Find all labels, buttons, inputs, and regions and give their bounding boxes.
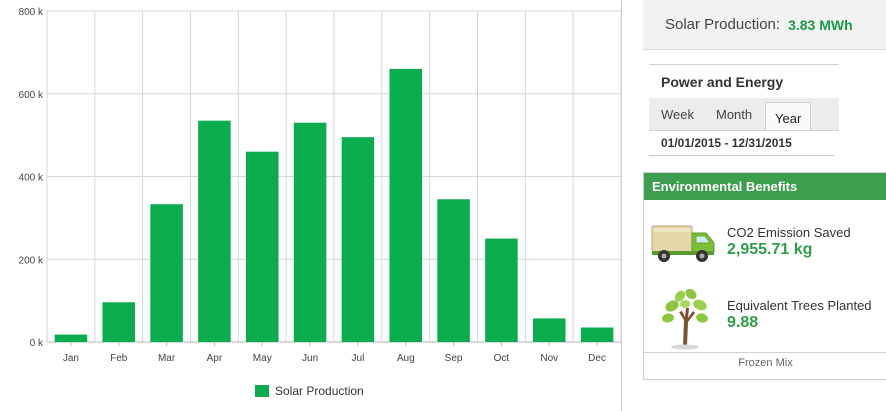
bar-may	[245, 151, 279, 342]
trees-value: 9.88	[727, 314, 759, 331]
x-tick-label: Apr	[207, 353, 223, 364]
chart-legend[interactable]: Solar Production	[255, 384, 364, 398]
x-tick-label: Nov	[540, 353, 558, 364]
chart-bars	[54, 68, 614, 343]
co2-row: CO2 Emission Saved 2,955.71 kg	[644, 203, 886, 277]
chart-panel: 0 k 200 k 400 k 600 k 800 k Jan Feb Mar Apr May J…	[18, 0, 622, 411]
trees-row: Equivalent Trees Planted 9.88	[644, 276, 886, 350]
bar-apr	[198, 120, 231, 342]
x-tick-label: May	[253, 353, 272, 364]
x-tick-label: Jan	[63, 353, 79, 364]
x-tick-label: Jun	[302, 353, 318, 364]
y-tick-label: 800 k	[19, 7, 44, 18]
bar-jan	[54, 334, 88, 342]
trees-label: Equivalent Trees Planted	[727, 298, 872, 313]
tab-month[interactable]: Month	[716, 107, 753, 122]
y-tick-label: 0 k	[30, 338, 44, 349]
legend-swatch	[255, 385, 269, 397]
bar-aug	[389, 68, 423, 343]
x-tick-label: Aug	[397, 353, 415, 364]
date-range-divider	[649, 155, 834, 156]
x-tick-label: Dec	[588, 353, 606, 364]
x-axis-ticks: Jan Feb Mar Apr May Jun Jul Aug Sep Oct Nov Dec	[63, 342, 606, 364]
x-tick-label: Feb	[110, 353, 128, 364]
truck-icon	[650, 211, 720, 271]
right-panel: Solar Production: 3.83 MWh Power and Ene…	[623, 0, 886, 411]
x-tick-label: Oct	[494, 353, 510, 364]
chart-grid	[46, 10, 622, 343]
power-energy-title: Power and Energy	[661, 74, 784, 90]
x-tick-label: Mar	[158, 353, 176, 364]
x-tick-label: Sep	[445, 353, 463, 364]
co2-label: CO2 Emission Saved	[727, 225, 851, 240]
tab-week[interactable]: Week	[661, 107, 694, 122]
tree-icon	[650, 284, 720, 350]
legend-label: Solar Production	[275, 384, 364, 398]
y-axis-ticks: 0 k 200 k 400 k 600 k 800 k	[19, 7, 44, 349]
environmental-benefits-widget: Environmental Benefits CO2 Emission Save…	[643, 172, 886, 380]
y-tick-label: 600 k	[19, 90, 44, 101]
bar-jun	[293, 122, 327, 343]
bar-jul	[341, 137, 375, 342]
bar-oct	[485, 238, 518, 342]
bar-mar	[150, 204, 183, 342]
environmental-footer: Frozen Mix	[738, 357, 793, 369]
production-summary: Solar Production: 3.83 MWh	[643, 0, 886, 50]
bar-feb	[102, 302, 136, 342]
bar-dec	[580, 327, 614, 342]
power-energy-widget: Power and Energy Week Month Year 01/01/2…	[649, 64, 839, 157]
footer-divider	[644, 352, 886, 353]
x-tick-label: Jul	[352, 353, 365, 364]
production-value: 3.83 MWh	[788, 16, 853, 33]
environmental-benefits-title: Environmental Benefits	[644, 173, 886, 200]
date-range: 01/01/2015 - 12/31/2015	[661, 136, 792, 150]
production-label: Solar Production:	[665, 16, 781, 33]
tab-year[interactable]: Year	[765, 102, 812, 130]
bar-nov	[532, 318, 566, 342]
y-tick-label: 200 k	[19, 255, 44, 266]
co2-value: 2,955.71 kg	[727, 241, 813, 258]
period-tabs: Week Month Year	[649, 98, 839, 131]
y-tick-label: 400 k	[19, 173, 44, 184]
bar-sep	[437, 199, 470, 342]
